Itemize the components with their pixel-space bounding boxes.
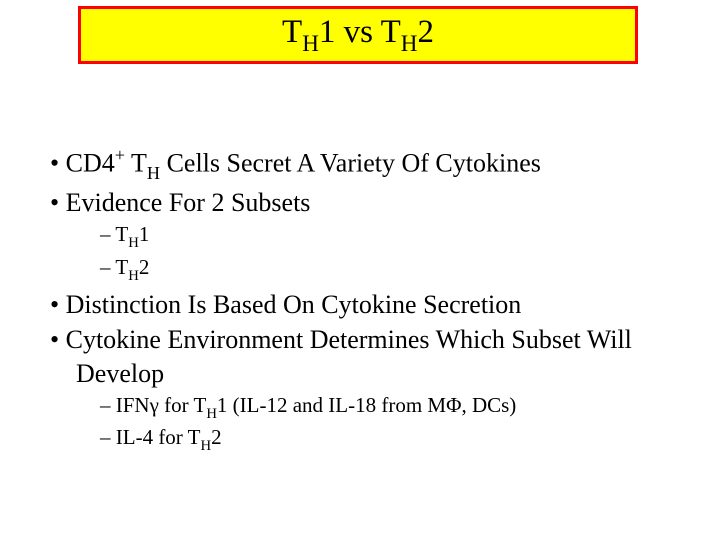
b3-t1: Distinction Is Based On Cytokine Secreti… (66, 290, 522, 319)
b1-sub: H (147, 163, 160, 183)
title-t3: 2 (417, 14, 434, 50)
b2b-t1: T (115, 255, 128, 279)
slide-title: TH1 vs TH2 (282, 14, 434, 56)
b4b-t2: 2 (211, 425, 222, 449)
b4a-t1: IFNγ for T (116, 393, 207, 417)
b4a-t2: 1 (IL-12 and IL-18 from MΦ, DCs) (217, 393, 516, 417)
bullet-dash: – (100, 222, 115, 246)
content-area: • CD4+ TH Cells Secret A Variety Of Cyto… (50, 145, 690, 456)
bullet-1: • CD4+ TH Cells Secret A Variety Of Cyto… (50, 145, 690, 184)
b4b-t1: IL-4 for T (116, 425, 201, 449)
b2b-sub: H (128, 268, 139, 284)
b2a-sub: H (128, 235, 139, 251)
bullet-dot: • (50, 290, 66, 319)
bullet-4: • Cytokine Environment Determines Which … (50, 323, 690, 390)
b2a-t2: 1 (139, 222, 150, 246)
b1-t3: Cells Secret A Variety Of Cytokines (160, 149, 541, 178)
title-box: TH1 vs TH2 (78, 6, 638, 64)
bullet-dot: • (50, 188, 66, 217)
title-sub2: H (401, 30, 418, 56)
b2a-t1: T (115, 222, 128, 246)
b1-t1: CD4 (66, 149, 115, 178)
bullet-2b: – TH2 (50, 254, 690, 285)
bullet-dash: – (100, 255, 115, 279)
b4b-sub: H (201, 438, 212, 454)
title-sub1: H (302, 30, 319, 56)
b2-t1: Evidence For 2 Subsets (66, 188, 311, 217)
b2b-t2: 2 (139, 255, 150, 279)
bullet-dot: • (50, 149, 66, 178)
title-t1: T (282, 14, 302, 50)
bullet-dash: – (100, 393, 116, 417)
title-t2: 1 vs T (319, 14, 401, 50)
b1-sup: + (115, 145, 125, 165)
bullet-2a: – TH1 (50, 221, 690, 252)
bullet-3: • Distinction Is Based On Cytokine Secre… (50, 288, 690, 321)
b4-t1: Cytokine Environment Determines Which Su… (66, 325, 632, 387)
bullet-dash: – (100, 425, 116, 449)
bullet-dot: • (50, 325, 66, 354)
b4a-sub: H (206, 406, 217, 422)
bullet-4a: – IFNγ for TH1 (IL-12 and IL-18 from MΦ,… (50, 392, 690, 423)
b1-t2: T (125, 149, 147, 178)
bullet-4b: – IL-4 for TH2 (50, 424, 690, 455)
bullet-2: • Evidence For 2 Subsets (50, 186, 690, 219)
